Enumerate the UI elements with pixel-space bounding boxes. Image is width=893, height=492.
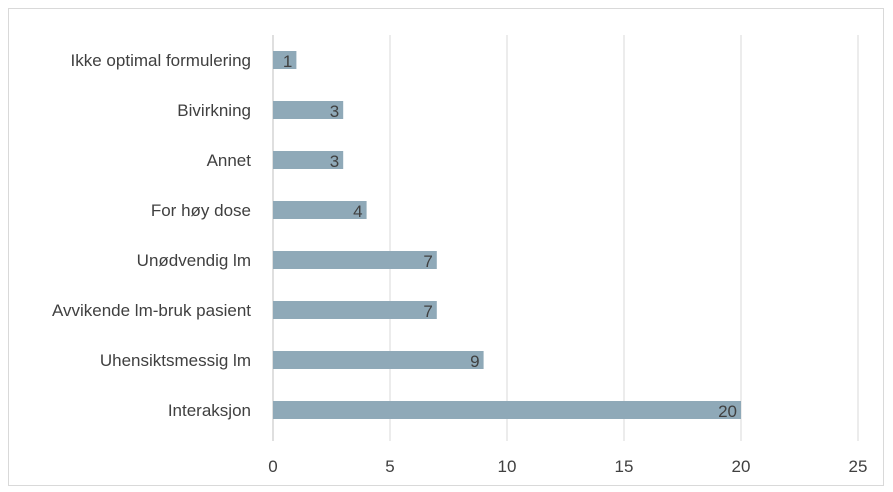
category-label: Avvikende lm-bruk pasient — [52, 301, 251, 320]
data-label: 7 — [423, 252, 432, 271]
bar — [273, 201, 367, 219]
category-label: For høy dose — [151, 201, 251, 220]
x-tick-label: 10 — [498, 457, 517, 476]
category-labels: Ikke optimal formulering Bivirkning Annet F… — [52, 51, 251, 420]
x-tick-label: 15 — [615, 457, 634, 476]
data-label: 9 — [470, 352, 479, 371]
bars — [273, 51, 741, 419]
bar — [273, 151, 344, 169]
category-label: Bivirkning — [177, 101, 251, 120]
x-tick-labels: 0 5 10 15 20 25 — [268, 457, 867, 476]
category-label: Uhensiktsmessig lm — [100, 351, 251, 370]
x-tick-label: 25 — [849, 457, 868, 476]
x-tick-label: 20 — [732, 457, 751, 476]
category-label: Unødvendig lm — [137, 251, 251, 270]
category-label: Ikke optimal formulering — [71, 51, 251, 70]
grid-lines — [272, 35, 859, 441]
bar — [273, 251, 437, 269]
category-label: Interaksjon — [168, 401, 251, 420]
data-label: 20 — [718, 402, 737, 421]
bar — [273, 401, 741, 419]
data-label: 4 — [353, 202, 362, 221]
data-labels: 1 3 3 4 7 7 9 20 — [283, 52, 737, 421]
bar — [273, 351, 484, 369]
data-label: 3 — [330, 152, 339, 171]
category-label: Annet — [207, 151, 252, 170]
data-label: 3 — [330, 102, 339, 121]
x-tick-label: 5 — [385, 457, 394, 476]
bar — [273, 301, 437, 319]
x-tick-label: 0 — [268, 457, 277, 476]
bar — [273, 51, 297, 69]
bar — [273, 101, 344, 119]
data-label: 1 — [283, 52, 292, 71]
data-label: 7 — [423, 302, 432, 321]
